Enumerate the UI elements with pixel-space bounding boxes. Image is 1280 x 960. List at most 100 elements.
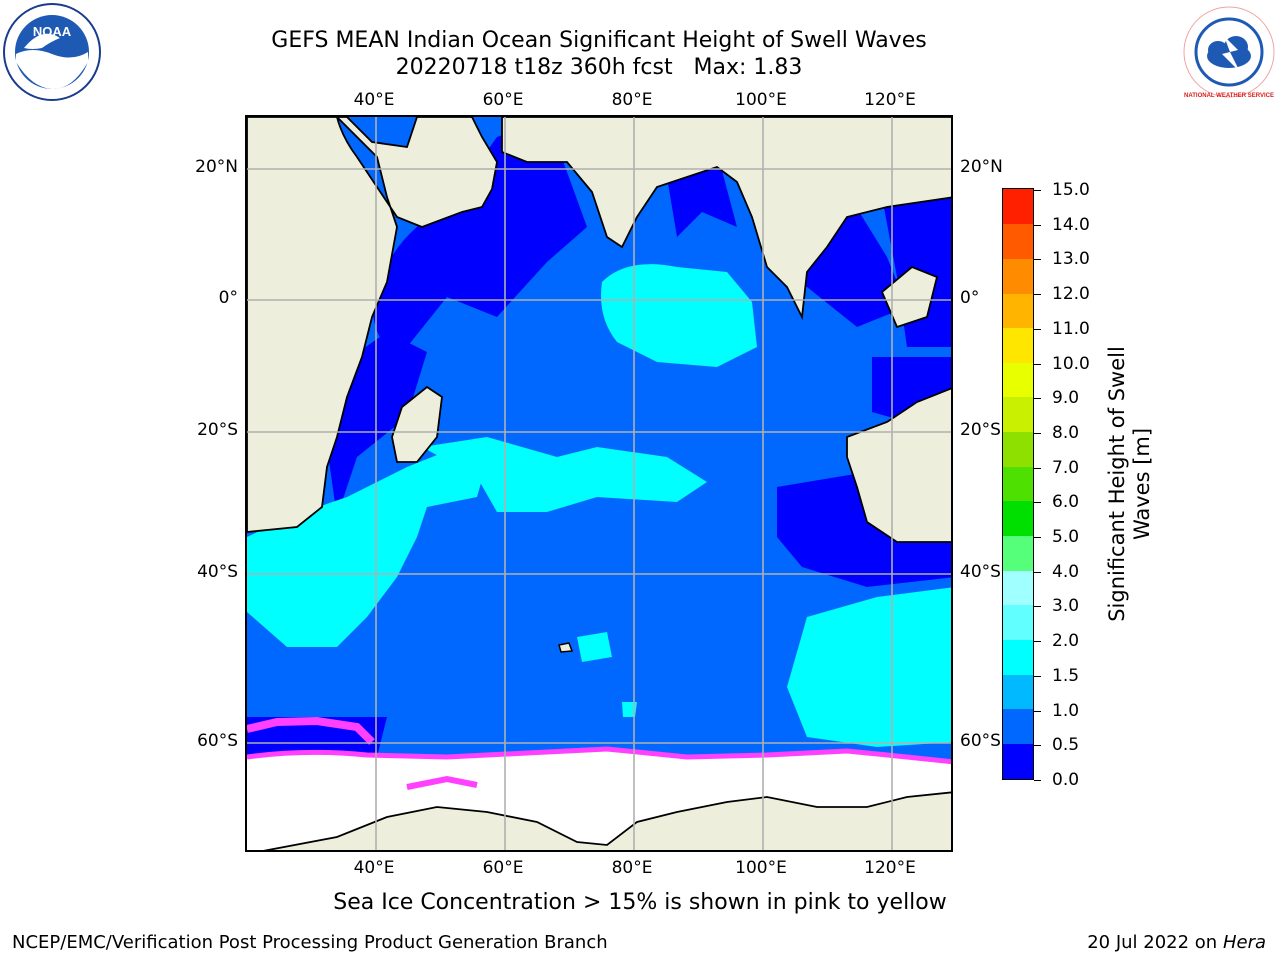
footer-machine: Hera <box>1222 932 1266 953</box>
sea-ice-edge-line <box>247 746 951 765</box>
colorbar-title-line1: Significant Height of Swell <box>1105 346 1129 622</box>
colorbar-tick-mark <box>1034 537 1041 539</box>
lon-tick-top-80e: 80°E <box>611 90 653 110</box>
swell-height-map <box>247 117 951 850</box>
noaa-logo-icon: NOAA <box>3 3 101 101</box>
land-australia <box>846 387 951 543</box>
colorbar-segment <box>1003 570 1033 606</box>
lat-tick-left-60s: 60°S <box>197 731 238 751</box>
footer-date: 20 Jul 2022 on Hera <box>1087 932 1266 953</box>
colorbar-tick-label: 1.0 <box>1052 700 1080 721</box>
lon-tick-top-100e: 100°E <box>735 90 787 110</box>
land-madagascar <box>391 385 443 463</box>
footer-date-text: 20 Jul 2022 on <box>1087 932 1223 953</box>
lat-tick-right-0: 0° <box>960 288 980 308</box>
colorbar-tick-label: 12.0 <box>1052 284 1090 305</box>
lat-tick-left-40s: 40°S <box>197 562 238 582</box>
land-masses <box>247 117 951 850</box>
colorbar-tick-mark <box>1034 641 1041 643</box>
lat-tick-right-40s: 40°S <box>960 562 1001 582</box>
colorbar-segment <box>1003 431 1033 467</box>
lat-tick-left-20n: 20°N <box>195 157 238 177</box>
footer-credit: NCEP/EMC/Verification Post Processing Pr… <box>12 932 608 953</box>
land-africa-arabia <box>247 117 498 533</box>
colorbar-tick-mark <box>1034 398 1041 400</box>
land-antarctica <box>263 791 951 850</box>
colorbar-tick-mark <box>1034 190 1041 191</box>
chart-subtitle: 20220718 t18z 360h fcst Max: 1.83 <box>395 55 803 80</box>
colorbar-tick-label: 11.0 <box>1052 318 1090 339</box>
sea-ice-edge-patch <box>247 716 375 745</box>
colorbar-tick-mark <box>1034 467 1041 469</box>
noaa-logo-text: NOAA <box>33 24 72 39</box>
colorbar-tick-label: 2.0 <box>1052 631 1080 652</box>
colorbar-tick-label: 4.0 <box>1052 561 1080 582</box>
nws-logo-icon: NATIONAL WEATHER SERVICE <box>1181 4 1277 100</box>
lat-tick-right-60s: 60°S <box>960 731 1001 751</box>
colorbar-tick-label: 13.0 <box>1052 249 1090 270</box>
colorbar-tick-mark <box>1034 780 1041 781</box>
colorbar-segment <box>1003 708 1033 744</box>
colorbar-segment <box>1003 639 1033 675</box>
colorbar-segment <box>1003 743 1033 779</box>
colorbar-tick-mark <box>1034 432 1041 434</box>
colorbar-tick-label: 8.0 <box>1052 422 1080 443</box>
colorbar-tick-mark <box>1034 675 1041 677</box>
colorbar-segment <box>1003 674 1033 710</box>
colorbar-segment <box>1003 362 1033 398</box>
nws-logo-text: NATIONAL WEATHER SERVICE <box>1184 93 1274 99</box>
sea-ice-edge-patch-2 <box>406 775 478 790</box>
lon-tick-bottom-60e: 60°E <box>482 858 524 878</box>
colorbar-segment <box>1003 327 1033 363</box>
colorbar <box>1002 188 1034 780</box>
colorbar-segment <box>1003 189 1033 225</box>
colorbar-tick-mark <box>1034 571 1041 573</box>
lon-tick-bottom-100e: 100°E <box>735 858 787 878</box>
colorbar-tick-mark <box>1034 294 1041 296</box>
lon-tick-bottom-40e: 40°E <box>353 858 395 878</box>
colorbar-segment <box>1003 396 1033 433</box>
colorbar-title-line2: Waves [m] <box>1130 427 1154 541</box>
chart-title: GEFS MEAN Indian Ocean Significant Heigh… <box>271 28 927 53</box>
kerguelen-island <box>558 642 574 653</box>
lat-tick-right-20n: 20°N <box>960 157 1003 177</box>
colorbar-tick-label: 15.0 <box>1052 180 1090 200</box>
colorbar-tick-label: 7.0 <box>1052 457 1080 478</box>
lat-tick-left-0: 0° <box>218 288 238 308</box>
colorbar-tick-mark <box>1034 328 1041 330</box>
colorbar-tick-label: 5.0 <box>1052 527 1080 548</box>
high-swell-regions <box>247 264 951 747</box>
colorbar-tick-label: 1.5 <box>1052 665 1080 686</box>
colorbar-segment <box>1003 223 1033 259</box>
lon-tick-bottom-120e: 120°E <box>864 858 916 878</box>
colorbar-tick-mark <box>1034 745 1041 747</box>
colorbar-segment <box>1003 500 1033 537</box>
sea-ice-note: Sea Ice Concentration > 15% is shown in … <box>333 890 947 915</box>
colorbar-tick-mark <box>1034 259 1041 261</box>
colorbar-segment <box>1003 466 1033 502</box>
colorbar-tick-label: 0.0 <box>1052 770 1080 790</box>
colorbar-tick-label: 14.0 <box>1052 214 1090 235</box>
lon-tick-bottom-80e: 80°E <box>611 858 653 878</box>
colorbar-tick-mark <box>1034 606 1041 608</box>
colorbar-tick-mark <box>1034 224 1041 226</box>
lon-tick-top-120e: 120°E <box>864 90 916 110</box>
land-india <box>501 117 951 321</box>
colorbar-title: Significant Height of Swell Waves [m] <box>1105 346 1155 622</box>
colorbar-segment <box>1003 258 1033 294</box>
colorbar-tick-label: 3.0 <box>1052 596 1080 617</box>
colorbar-tick-label: 9.0 <box>1052 388 1080 409</box>
colorbar-segment <box>1003 535 1033 571</box>
colorbar-tick-mark <box>1034 710 1041 712</box>
lon-tick-top-40e: 40°E <box>353 90 395 110</box>
colorbar-segment <box>1003 292 1033 329</box>
colorbar-tick-mark <box>1034 363 1041 365</box>
colorbar-tick-mark <box>1034 502 1041 504</box>
map-panel[interactable] <box>245 115 953 852</box>
lon-tick-top-60e: 60°E <box>482 90 524 110</box>
colorbar-segment <box>1003 604 1033 640</box>
lat-lon-grid <box>247 117 951 850</box>
lat-tick-left-20s: 20°S <box>197 420 238 440</box>
colorbar-tick-label: 10.0 <box>1052 353 1090 374</box>
lat-tick-right-20s: 20°S <box>960 420 1001 440</box>
